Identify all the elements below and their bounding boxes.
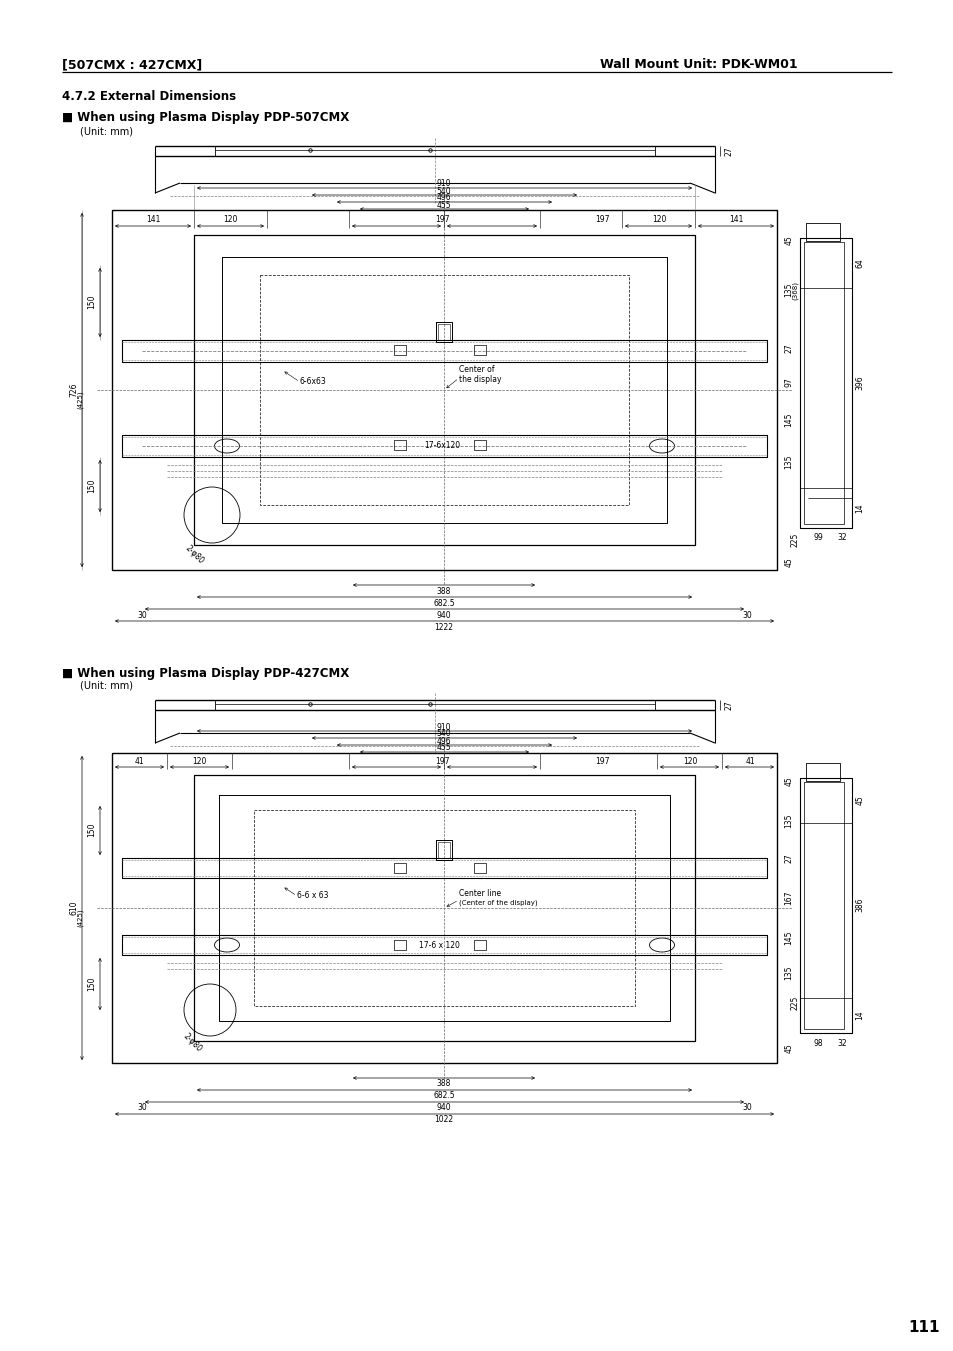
Text: 940: 940	[436, 1104, 451, 1112]
Text: 141: 141	[146, 216, 160, 224]
Text: 27: 27	[723, 146, 733, 155]
Text: 540: 540	[436, 186, 451, 196]
Text: Wall Mount Unit: PDK-WM01: Wall Mount Unit: PDK-WM01	[599, 58, 797, 72]
Text: (425): (425)	[76, 909, 83, 927]
Text: 2-φ80: 2-φ80	[182, 1032, 204, 1054]
Text: 6-6x63: 6-6x63	[299, 377, 327, 386]
Text: 150: 150	[88, 478, 96, 493]
Text: 910: 910	[436, 180, 451, 189]
Text: 682.5: 682.5	[433, 598, 455, 608]
Text: Center line: Center line	[458, 889, 500, 897]
Text: 167: 167	[783, 890, 793, 905]
Text: 30: 30	[137, 611, 147, 620]
Text: 120: 120	[223, 216, 237, 224]
Text: 726: 726	[70, 382, 78, 397]
Text: 64: 64	[855, 258, 863, 267]
Text: 910: 910	[436, 723, 451, 731]
Text: 120: 120	[651, 216, 665, 224]
Text: Center of: Center of	[458, 366, 494, 374]
Text: 455: 455	[436, 200, 451, 209]
Text: 496: 496	[436, 193, 451, 203]
Text: 17-6x120: 17-6x120	[423, 440, 459, 450]
Text: 386: 386	[855, 898, 863, 912]
Text: (Unit: mm): (Unit: mm)	[80, 126, 132, 136]
Text: 45: 45	[783, 1043, 793, 1052]
Text: 27: 27	[723, 700, 733, 709]
Text: 120: 120	[682, 757, 697, 766]
Text: 1222: 1222	[434, 623, 453, 631]
Text: 135: 135	[783, 455, 793, 469]
Text: 135: 135	[783, 813, 793, 828]
Text: 30: 30	[741, 1104, 751, 1112]
Text: 45: 45	[783, 235, 793, 245]
Text: 396: 396	[855, 376, 863, 390]
Text: 14: 14	[855, 1011, 863, 1020]
Text: 610: 610	[70, 901, 78, 915]
Text: 135: 135	[783, 282, 793, 297]
Text: 2-φ80: 2-φ80	[184, 544, 206, 566]
Text: 197: 197	[594, 216, 609, 224]
Text: 32: 32	[837, 534, 846, 543]
Text: 32: 32	[837, 1039, 846, 1047]
Text: 6-6 x 63: 6-6 x 63	[296, 892, 328, 901]
Text: 41: 41	[744, 757, 754, 766]
Text: 150: 150	[88, 977, 96, 992]
Text: 496: 496	[436, 736, 451, 746]
Text: 225: 225	[790, 996, 799, 1011]
Text: 388: 388	[436, 586, 451, 596]
Text: 30: 30	[137, 1104, 147, 1112]
Text: 682.5: 682.5	[433, 1092, 455, 1101]
Text: 41: 41	[134, 757, 144, 766]
Text: 150: 150	[88, 295, 96, 309]
Text: 14: 14	[855, 503, 863, 513]
Text: 111: 111	[907, 1320, 939, 1336]
Text: 388: 388	[436, 1079, 451, 1089]
Text: 145: 145	[783, 413, 793, 427]
Text: 27: 27	[783, 854, 793, 863]
Text: 135: 135	[783, 966, 793, 981]
Text: 30: 30	[741, 611, 751, 620]
Text: 141: 141	[728, 216, 742, 224]
Text: 99: 99	[812, 534, 822, 543]
Text: 27: 27	[783, 343, 793, 353]
Text: 97: 97	[783, 377, 793, 386]
Text: 1022: 1022	[434, 1116, 453, 1124]
Text: 455: 455	[436, 743, 451, 753]
Text: 197: 197	[594, 757, 609, 766]
Text: (Unit: mm): (Unit: mm)	[80, 681, 132, 690]
Text: 197: 197	[435, 216, 449, 224]
Text: 540: 540	[436, 730, 451, 739]
Text: 940: 940	[436, 611, 451, 620]
Text: (Center of the display): (Center of the display)	[458, 900, 537, 907]
Text: 17-6 x 120: 17-6 x 120	[418, 940, 459, 950]
Text: 225: 225	[790, 532, 799, 547]
Text: 197: 197	[435, 757, 449, 766]
Text: 98: 98	[812, 1039, 821, 1047]
Text: [507CMX : 427CMX]: [507CMX : 427CMX]	[62, 58, 202, 72]
Text: (368): (368)	[791, 281, 798, 300]
Text: 45: 45	[783, 557, 793, 567]
Text: 4.7.2 External Dimensions: 4.7.2 External Dimensions	[62, 91, 236, 104]
Text: ■ When using Plasma Display PDP-427CMX: ■ When using Plasma Display PDP-427CMX	[62, 666, 349, 680]
Text: ■ When using Plasma Display PDP-507CMX: ■ When using Plasma Display PDP-507CMX	[62, 111, 349, 123]
Text: 45: 45	[783, 775, 793, 786]
Text: (425): (425)	[76, 390, 83, 409]
Text: the display: the display	[458, 376, 501, 385]
Text: 45: 45	[855, 796, 863, 805]
Text: 145: 145	[783, 931, 793, 946]
Text: 120: 120	[192, 757, 206, 766]
Text: 150: 150	[88, 823, 96, 838]
